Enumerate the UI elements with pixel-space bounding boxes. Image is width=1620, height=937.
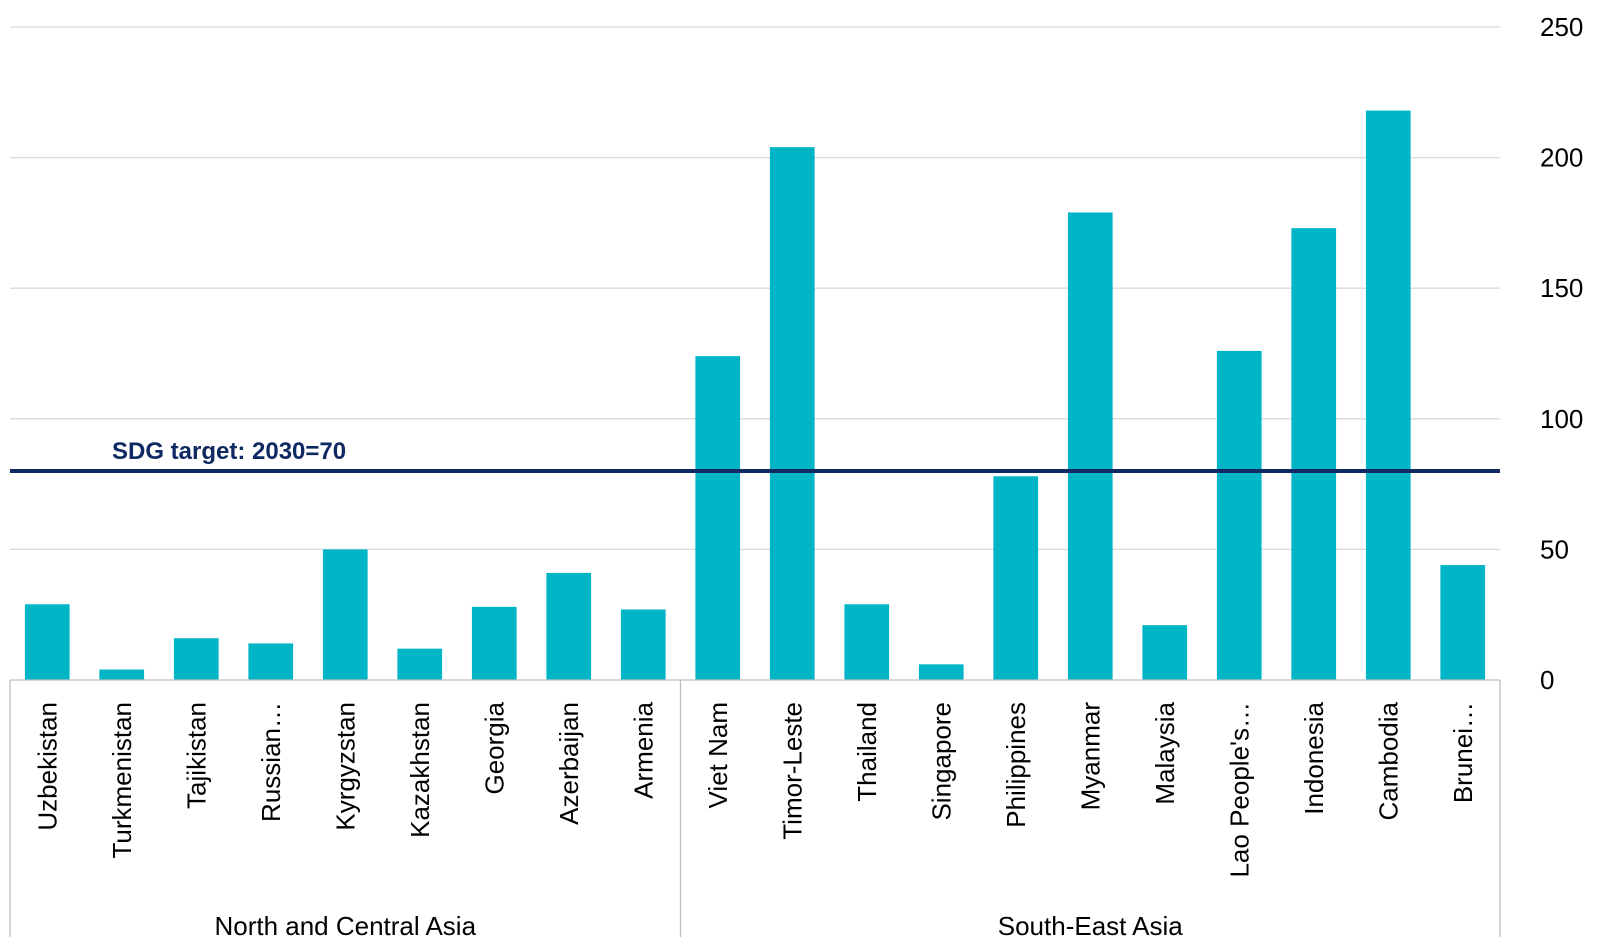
bar	[1216, 350, 1262, 680]
bar	[620, 609, 666, 680]
x-category-label: Turkmenistan	[107, 702, 137, 859]
bar	[695, 356, 741, 680]
x-category-label: Myanmar	[1075, 702, 1105, 811]
bar	[1067, 212, 1113, 680]
x-category-label: Lao People's…	[1224, 702, 1254, 878]
bars	[24, 110, 1486, 681]
x-category-label: Russian…	[256, 702, 286, 822]
bar	[844, 604, 890, 680]
bar	[471, 606, 517, 680]
x-category-label: Armenia	[628, 701, 658, 798]
reference-line: SDG target: 2030=70	[10, 438, 1500, 474]
x-category-label: Thailand	[852, 702, 882, 802]
bar	[248, 643, 294, 680]
bar	[993, 476, 1039, 680]
x-category-label: Kazakhstan	[405, 702, 435, 838]
bar	[546, 572, 592, 680]
y-tick-label: 100	[1540, 404, 1583, 434]
y-tick-label: 50	[1540, 534, 1569, 564]
x-category-label: Tajikistan	[181, 702, 211, 809]
bar	[322, 549, 368, 680]
x-category-label: Viet Nam	[703, 702, 733, 808]
y-tick-label: 150	[1540, 273, 1583, 303]
bar	[173, 638, 219, 680]
category-groups: North and Central Asia South-East Asia	[214, 911, 1183, 937]
bar	[1291, 228, 1337, 680]
bar	[24, 604, 70, 680]
x-category-label: Singapore	[926, 702, 956, 821]
group-label: South-East Asia	[998, 911, 1184, 937]
x-category-label: Uzbekistan	[32, 702, 62, 831]
y-tick-label: 250	[1540, 12, 1583, 42]
x-category-label: Georgia	[479, 701, 509, 794]
x-category-label: Cambodia	[1373, 701, 1403, 820]
x-axis-categories: Uzbekistan Turkmenistan Tajikistan Russian……	[32, 701, 1478, 877]
bar	[99, 669, 145, 680]
x-category-label: Kyrgyzstan	[330, 702, 360, 831]
bar	[397, 648, 443, 680]
x-category-label: Timor-Leste	[777, 702, 807, 840]
x-category-label: Malaysia	[1150, 701, 1180, 804]
y-tick-label: 0	[1540, 665, 1554, 695]
bar	[1142, 625, 1188, 680]
y-axis-ticks: 0 50 100 150 200 250	[1540, 12, 1583, 695]
x-category-label: Brunei…	[1448, 702, 1478, 803]
x-category-label: Azerbaijan	[554, 702, 584, 825]
x-category-label: Indonesia	[1299, 701, 1329, 814]
group-label: North and Central Asia	[214, 911, 476, 937]
bar	[769, 147, 815, 681]
y-tick-label: 200	[1540, 143, 1583, 173]
sdg-target-label: SDG target: 2030=70	[112, 438, 346, 465]
bar	[1440, 565, 1486, 680]
x-category-label: Philippines	[1001, 702, 1031, 828]
bar	[1365, 110, 1411, 681]
axes	[9, 679, 1501, 937]
bar	[918, 664, 964, 680]
